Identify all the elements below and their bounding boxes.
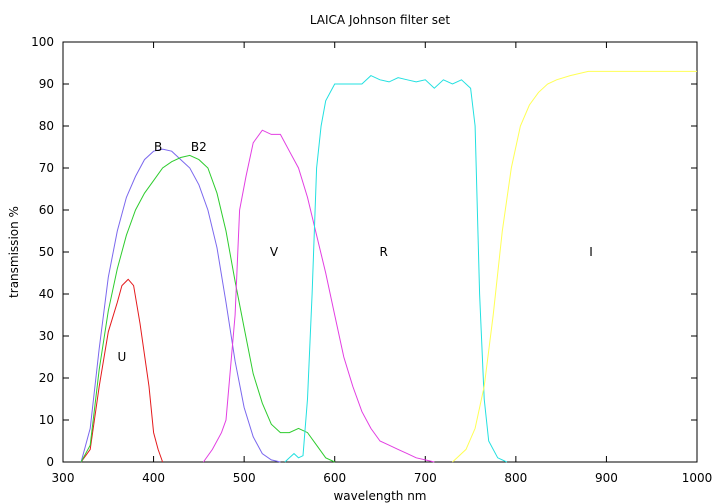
y-tick-label: 70 xyxy=(39,161,54,175)
series-label-v: V xyxy=(270,245,279,259)
x-tick-label: 900 xyxy=(595,471,618,485)
series-line-b xyxy=(80,148,281,463)
series-line-v xyxy=(202,129,435,463)
x-tick-label: 300 xyxy=(52,471,75,485)
y-tick-label: 100 xyxy=(31,35,54,49)
series-line-r xyxy=(284,75,508,463)
series-line-b2 xyxy=(80,154,335,463)
x-tick-label: 1000 xyxy=(682,471,713,485)
y-tick-label: 90 xyxy=(39,77,54,91)
chart-title: LAICA Johnson filter set xyxy=(310,13,451,27)
y-axis-title: transmission % xyxy=(7,206,21,298)
y-tick-label: 30 xyxy=(39,329,54,343)
x-tick-label: 700 xyxy=(414,471,437,485)
y-axis: 0 10 20 30 40 50 60 70 80 90 100 xyxy=(31,35,697,469)
x-tick-label: 600 xyxy=(323,471,346,485)
y-tick-label: 50 xyxy=(39,245,54,259)
x-tick-label: 500 xyxy=(233,471,256,485)
series-labels: U B B2 V R I xyxy=(117,140,592,364)
y-tick-label: 40 xyxy=(39,287,54,301)
x-tick-label: 400 xyxy=(142,471,165,485)
x-axis-title: wavelength nm xyxy=(333,489,426,503)
y-tick-label: 0 xyxy=(46,455,54,469)
x-tick-label: 800 xyxy=(504,471,527,485)
y-tick-label: 10 xyxy=(39,413,54,427)
series-line-u xyxy=(80,278,164,463)
series-label-b2: B2 xyxy=(191,140,207,154)
series-line-i xyxy=(452,70,697,463)
series-lines xyxy=(80,70,697,463)
series-label-b: B xyxy=(154,140,162,154)
series-label-r: R xyxy=(379,245,387,259)
y-tick-label: 60 xyxy=(39,203,54,217)
y-tick-label: 80 xyxy=(39,119,54,133)
x-axis: 300 400 500 600 700 800 900 1000 xyxy=(52,42,713,485)
series-label-u: U xyxy=(117,350,126,364)
y-tick-label: 20 xyxy=(39,371,54,385)
series-label-i: I xyxy=(589,245,593,259)
